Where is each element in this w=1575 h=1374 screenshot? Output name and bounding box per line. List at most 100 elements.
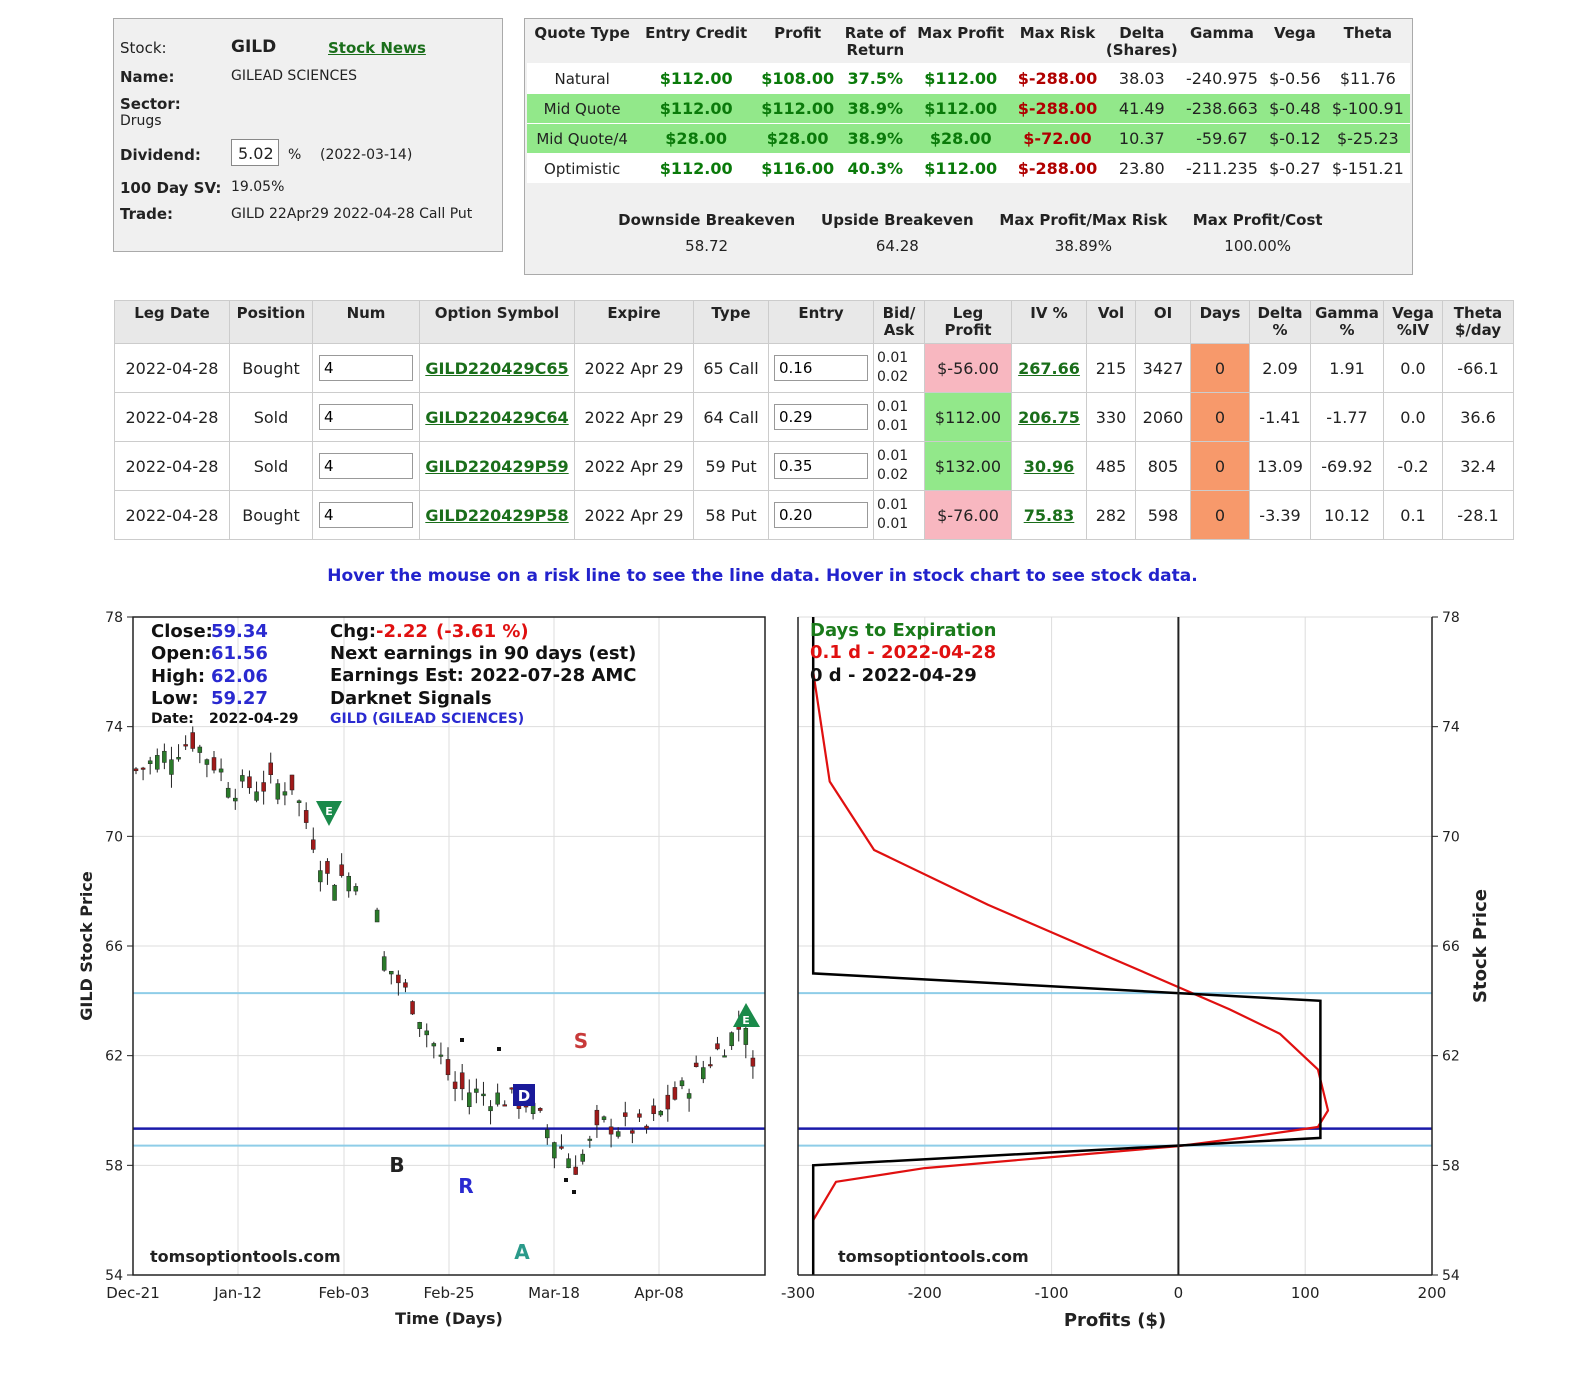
quote-delta: 10.37 [1103, 123, 1180, 154]
candle-body [225, 787, 231, 798]
quote-theta: $-100.91 [1325, 93, 1410, 124]
qh-maxp: Max Profit [917, 24, 1005, 42]
candle-body [601, 1116, 607, 1120]
dividend-input[interactable]: 5.02 [231, 139, 279, 166]
leg-type: 65 Call [693, 343, 769, 393]
leg-entry-input[interactable] [774, 502, 868, 528]
chg-value: -2.22 [376, 621, 428, 642]
leg-entry-input[interactable] [774, 404, 868, 430]
next-earnings: Next earnings in 90 days (est) [330, 643, 636, 664]
x-tick-label: -200 [908, 1284, 942, 1302]
quote-profit: $28.00 [755, 123, 841, 154]
y-tick-label: 58 [105, 1158, 123, 1174]
date-value: 2022-04-29 [209, 711, 299, 727]
option-symbol-link[interactable]: GILD220429C65 [425, 358, 569, 378]
leg-date: 2022-04-28 [114, 343, 230, 393]
option-symbol-link[interactable]: GILD220429P58 [425, 505, 569, 525]
stock-info-panel: Stock: GILD Stock News Name: GILEAD SCIE… [113, 18, 503, 252]
iv-link[interactable]: 206.75 [1018, 407, 1080, 427]
x-axis-label: Profits ($) [1064, 1310, 1166, 1331]
quote-ror: 38.9% [840, 93, 911, 124]
y-tick-label: 66 [105, 939, 123, 955]
be-label: Max Profit/Cost [1192, 211, 1323, 229]
legs-header: Leg Profit [924, 300, 1012, 344]
y-tick-label: 62 [105, 1049, 123, 1065]
candle-body [218, 768, 224, 773]
candle-body [708, 1064, 713, 1067]
quote-type: Optimistic [527, 153, 638, 183]
quote-gamma: -238.663 [1179, 93, 1265, 124]
legs-table: Leg Date Position Num Option Symbol Expire Ty… [114, 300, 1514, 540]
candle-body [686, 1093, 692, 1099]
quote-vega: $-0.12 [1264, 123, 1326, 154]
quote-gamma: -240.975 [1179, 63, 1265, 94]
quote-maxp: $112.00 [910, 93, 1012, 124]
iv-link[interactable]: 75.83 [1023, 505, 1075, 525]
candle-body [240, 775, 245, 782]
quote-maxp: $28.00 [910, 123, 1012, 154]
leg-entry-cell [768, 343, 874, 393]
leg-gamma: -69.92 [1310, 441, 1384, 491]
quote-vega: $-0.56 [1264, 63, 1326, 94]
leg-num-input[interactable] [319, 355, 413, 381]
close-value: 59.34 [211, 621, 268, 642]
y-tick-label: 78 [1442, 610, 1460, 626]
legs-header: Option Symbol [419, 300, 575, 344]
leg-vol: 215 [1086, 343, 1136, 393]
quote-profit: $108.00 [755, 63, 841, 94]
quote-maxr: $-288.00 [1011, 153, 1104, 183]
y-tick-label: 66 [1442, 939, 1460, 955]
iv-link[interactable]: 267.66 [1018, 358, 1080, 378]
legs-header: Position [229, 300, 313, 344]
signal-dot [497, 1047, 501, 1051]
iv-link[interactable]: 30.96 [1023, 456, 1075, 476]
leg-num-input[interactable] [319, 502, 413, 528]
option-symbol-link[interactable]: GILD220429P59 [425, 456, 569, 476]
qh-entry: Entry Credit [645, 24, 748, 42]
y-tick-label: 58 [1442, 1158, 1460, 1174]
signal-a: A [514, 1240, 530, 1264]
stock-label: Stock: [120, 39, 167, 57]
signal-r: R [458, 1174, 473, 1198]
high-label: High: [151, 666, 205, 687]
candle-body [339, 864, 344, 876]
candle-body [537, 1108, 543, 1111]
leg-symbol-cell: GILD220429C65 [419, 343, 575, 393]
candle-body [169, 759, 174, 775]
leg-oi: 2060 [1135, 392, 1191, 442]
leg-num-cell [312, 441, 420, 491]
qh-theta: Theta [1343, 24, 1393, 42]
option-symbol-link[interactable]: GILD220429C64 [425, 407, 569, 427]
y-axis-label: Stock Price [1470, 889, 1491, 1003]
x-tick-label: Jan-12 [213, 1284, 262, 1302]
earnings-marker-label: E [325, 805, 333, 818]
candle-body [374, 909, 380, 923]
candle-body [701, 1067, 706, 1080]
quote-theta: $11.76 [1325, 63, 1410, 94]
leg-entry-input[interactable] [774, 453, 868, 479]
quote-entry: $112.00 [637, 93, 756, 124]
leg-type: 64 Call [693, 392, 769, 442]
quote-delta: 41.49 [1103, 93, 1180, 124]
x-tick-label: Apr-08 [634, 1284, 684, 1302]
candle-body [644, 1125, 649, 1129]
qh-delta: Delta (Shares) [1105, 24, 1178, 59]
date-label: Date: [151, 711, 194, 727]
quote-gamma: -59.67 [1179, 123, 1265, 154]
legs-header: IV % [1011, 300, 1087, 344]
leg-num-input[interactable] [319, 404, 413, 430]
trade-value: GILD 22Apr29 2022-04-28 Call Put [231, 206, 473, 222]
candle-body [417, 1022, 422, 1029]
stock-news-link[interactable]: Stock News [328, 39, 426, 57]
leg-ask: 0.01 [877, 516, 909, 532]
leg-theta: 36.6 [1442, 392, 1514, 442]
leg-num-input[interactable] [319, 453, 413, 479]
candle-body [637, 1113, 642, 1118]
candle-body [729, 1032, 734, 1047]
quote-type: Mid Quote [527, 93, 638, 124]
candle-body [311, 839, 316, 850]
dividend-pct: % [288, 147, 302, 163]
leg-entry-input[interactable] [774, 355, 868, 381]
quote-vega: $-0.48 [1264, 93, 1326, 124]
